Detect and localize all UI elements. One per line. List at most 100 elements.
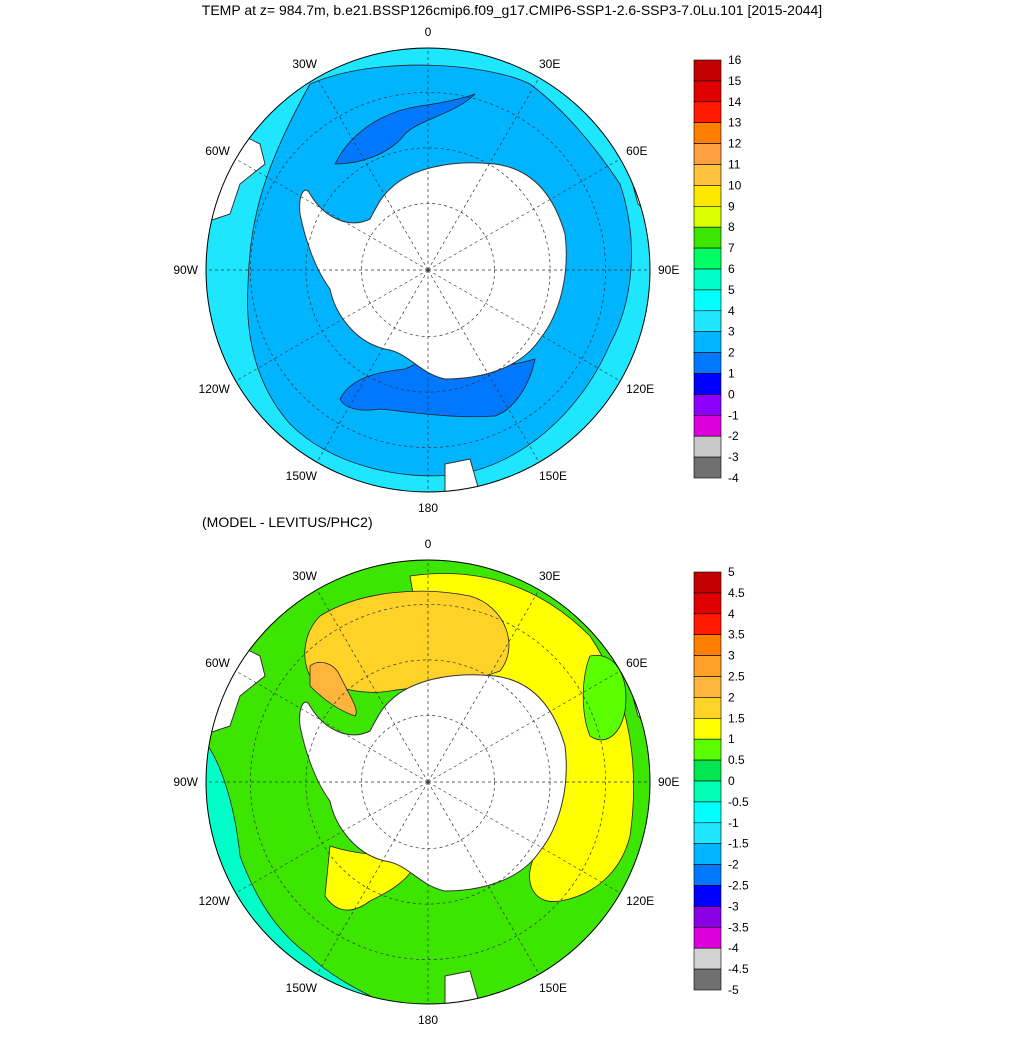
bottom-colorbar-swatch xyxy=(693,926,722,949)
top-colorbar-label: 1 xyxy=(728,367,735,381)
bottom-meridian-4 xyxy=(427,781,621,894)
top-colorbar: 16 15 14 13 12 11 10 9 8 7 6 5 4 3 2 1 0 -1 -2 -3 -4 xyxy=(693,53,784,485)
top-map-graticule xyxy=(206,48,650,492)
bottom-colorbar-swatch xyxy=(693,718,722,740)
top-lon-label: 90E xyxy=(658,263,679,277)
bottom-lon-label: 60E xyxy=(626,656,647,670)
top-colorbar-label: 3 xyxy=(728,325,735,339)
top-colorbar-swatch xyxy=(693,394,722,416)
bottom-meridian-5 xyxy=(427,781,540,975)
top-field-cold-atlantic xyxy=(334,93,476,165)
bottom-land-antarctica xyxy=(299,674,567,892)
bottom-colorbar-swatch xyxy=(693,801,722,824)
bottom-colorbar-swatch xyxy=(693,613,722,635)
bottom-colorbar-label: 4 xyxy=(728,607,735,621)
bottom-colorbar-label: -2 xyxy=(728,858,739,872)
bottom-colorbar: 5 4.5 4 3.5 3 2.5 2 1.5 1 0.5 0 -0.5 -1 -1.5 -2 -2.5 -3 -… xyxy=(693,565,784,997)
top-lon-label: 0 xyxy=(425,25,432,39)
bottom-meridian-8 xyxy=(235,781,429,894)
bottom-lon-label: 0 xyxy=(425,537,432,551)
top-colorbar-label: 13 xyxy=(728,116,742,130)
bottom-colorbar-label: -0.5 xyxy=(728,795,749,809)
bottom-colorbar-label: 0.5 xyxy=(728,753,745,767)
bottom-colorbar-label: -3 xyxy=(728,899,739,913)
bottom-colorbar-label: 1 xyxy=(728,732,735,746)
top-colorbar-swatch xyxy=(693,206,722,228)
bottom-map-graticule xyxy=(206,560,650,1004)
top-colorbar-swatch xyxy=(693,289,722,312)
top-colorbar-swatch xyxy=(693,268,722,291)
top-colorbar-label: 14 xyxy=(728,95,742,109)
top-map-field xyxy=(206,48,650,492)
bottom-colorbar-label: 4.5 xyxy=(728,586,745,600)
bottom-colorbar-swatch xyxy=(693,634,722,656)
top-meridian-7 xyxy=(316,269,429,463)
top-lat-circle-2 xyxy=(250,92,606,448)
bottom-lat-circle-2 xyxy=(250,604,606,960)
bottom-map-lon-labels: 0 30E 60E 90E 120E 150E 180 150W 120W 90W 60W 30W xyxy=(173,537,679,1027)
top-colorbar-label: 7 xyxy=(728,241,735,255)
bottom-colorbar-svg: 5 4.5 4 3.5 3 2.5 2 1.5 1 0.5 0 -0.5 -1 -1.5 -2 -2.5 -3 -… xyxy=(693,565,749,997)
bottom-field-green-patch-east xyxy=(582,654,627,741)
top-polar-map: 0 30E 60E 90E 120E 150E 180 150W 120W 90W 60W 30W xyxy=(173,25,679,515)
top-lon-label: 90W xyxy=(173,263,198,277)
top-colorbar-label: 8 xyxy=(728,220,735,234)
bottom-colorbar-swatch xyxy=(693,947,722,970)
top-colorbar-swatch xyxy=(693,122,722,144)
top-colorbar-label: 6 xyxy=(728,262,735,276)
top-colorbar-swatch xyxy=(693,247,722,270)
bottom-lon-label: 60W xyxy=(205,656,230,670)
top-meridian-4 xyxy=(427,269,621,382)
bottom-colorbar-label: 5 xyxy=(728,565,735,579)
bottom-colorbar-label: -5 xyxy=(728,983,739,997)
bottom-map-boundary xyxy=(205,559,651,1005)
top-land-new-zealand xyxy=(444,458,481,492)
bottom-colorbar-swatch xyxy=(693,655,722,677)
top-colorbar-label: 0 xyxy=(728,387,735,401)
bottom-land-new-zealand xyxy=(444,970,481,1004)
top-colorbar-label: 11 xyxy=(728,158,741,172)
bottom-colorbar-label: -2.5 xyxy=(728,879,749,893)
difference-title: (MODEL - LEVITUS/PHC2) xyxy=(202,514,373,530)
bottom-colorbar-swatch xyxy=(693,843,722,865)
top-colorbar-swatch xyxy=(693,143,722,165)
top-lon-label: 180 xyxy=(418,501,438,515)
top-colorbar-label: 2 xyxy=(728,346,735,360)
bottom-lon-label: 180 xyxy=(418,1013,438,1027)
bottom-colorbar-swatch xyxy=(693,697,722,719)
top-lon-label: 60W xyxy=(205,144,230,158)
top-colorbar-swatch xyxy=(693,80,722,103)
top-lon-label: 150W xyxy=(286,469,318,483)
bottom-colorbar-label: 0 xyxy=(728,774,735,788)
top-colorbar-swatch xyxy=(693,331,722,353)
bottom-colorbar-label: -3.5 xyxy=(728,920,749,934)
bottom-colorbar-swatch xyxy=(693,759,722,782)
bottom-lon-label: 150E xyxy=(539,981,567,995)
top-colorbar-label: 10 xyxy=(728,178,742,192)
top-meridian-10 xyxy=(235,158,429,271)
bottom-meridian-2 xyxy=(427,670,621,783)
bottom-map-field xyxy=(206,560,650,1004)
plot-title: TEMP at z= 984.7m, b.e21.BSSP126cmip6.f0… xyxy=(201,2,823,18)
top-colorbar-label: 9 xyxy=(728,199,735,213)
top-map-lon-labels: 0 30E 60E 90E 120E 150E 180 150W 120W 90W 60W 30W xyxy=(173,25,679,515)
bottom-lon-label: 120E xyxy=(626,894,654,908)
bottom-colorbar-swatch xyxy=(693,780,722,803)
bottom-colorbar-swatch xyxy=(693,822,722,845)
top-lon-label: 30W xyxy=(292,57,317,71)
bottom-lon-label: 120W xyxy=(199,894,231,908)
bottom-colorbar-swatch xyxy=(693,885,722,907)
top-colorbar-label: -3 xyxy=(728,450,739,464)
top-colorbar-label: -4 xyxy=(728,471,739,485)
top-meridian-8 xyxy=(235,269,429,382)
top-colorbar-swatch xyxy=(693,59,722,82)
top-colorbar-swatch xyxy=(693,310,722,333)
top-colorbar-swatch xyxy=(693,226,722,249)
bottom-colorbar-label: 1.5 xyxy=(728,711,745,725)
top-lon-label: 30E xyxy=(539,57,560,71)
bottom-meridian-7 xyxy=(316,781,429,975)
top-colorbar-swatch xyxy=(693,352,722,374)
bottom-colorbar-label: -1 xyxy=(728,816,739,830)
bottom-lon-label: 90W xyxy=(173,775,198,789)
